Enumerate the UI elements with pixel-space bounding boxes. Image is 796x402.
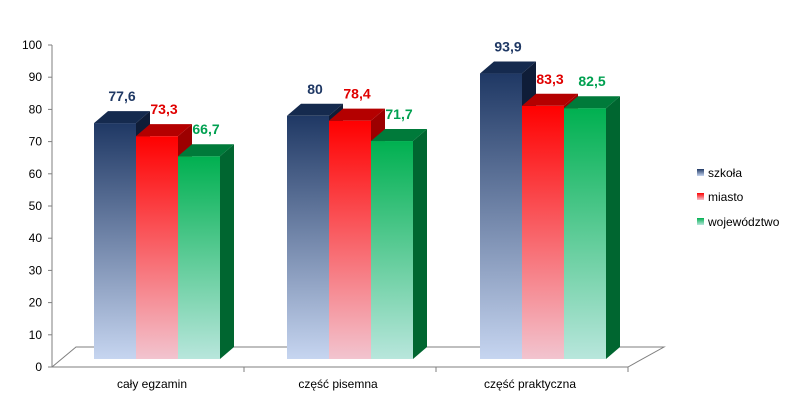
bar-województwo bbox=[564, 96, 620, 359]
data-label: 82,5 bbox=[578, 73, 605, 89]
y-tick-label: 10 bbox=[29, 328, 43, 342]
bar-top-face bbox=[480, 61, 536, 74]
y-tick-label: 30 bbox=[29, 263, 43, 277]
bar-top-face bbox=[564, 96, 620, 109]
bars bbox=[94, 61, 620, 359]
bar-front-face bbox=[178, 156, 220, 359]
y-tick-label: 0 bbox=[35, 360, 42, 374]
bar-top-face bbox=[178, 144, 234, 157]
y-tick-label: 60 bbox=[29, 167, 43, 181]
bar-front-face bbox=[522, 105, 564, 359]
legend: szkoła miasto województwo bbox=[697, 166, 780, 229]
y-tick-label: 100 bbox=[22, 38, 42, 52]
data-label: 78,4 bbox=[343, 86, 370, 102]
legend-swatch-miasto bbox=[697, 193, 704, 200]
x-category-label: część pisemna bbox=[298, 377, 378, 391]
x-category-label: cały egzamin bbox=[117, 377, 187, 391]
y-tick-label: 80 bbox=[29, 102, 43, 116]
bar-województwo bbox=[178, 144, 234, 359]
y-tick-label: 50 bbox=[29, 199, 43, 213]
bar-top-face bbox=[94, 111, 150, 124]
bar-front-face bbox=[287, 115, 329, 359]
bar-top-face bbox=[287, 103, 343, 116]
bar-top-face bbox=[136, 124, 192, 137]
data-label: 71,7 bbox=[385, 106, 412, 122]
data-label: 83,3 bbox=[536, 71, 563, 87]
legend-label-miasto: miasto bbox=[708, 190, 744, 204]
x-axis: cały egzamin część pisemna część praktyczn… bbox=[117, 377, 576, 391]
bar-front-face bbox=[371, 141, 413, 359]
bar-side-face bbox=[606, 96, 620, 359]
y-tick-label: 40 bbox=[29, 231, 43, 245]
data-label: 77,6 bbox=[108, 88, 135, 104]
legend-swatch-województwo bbox=[697, 218, 704, 225]
x-category-label: część praktyczna bbox=[484, 377, 576, 391]
bar-front-face bbox=[480, 73, 522, 359]
bar-front-face bbox=[94, 123, 136, 359]
bar-województwo bbox=[371, 129, 427, 359]
bar-side-face bbox=[413, 129, 427, 359]
bar-top-face bbox=[371, 129, 427, 142]
data-label: 80 bbox=[307, 81, 323, 97]
bar-side-face bbox=[220, 144, 234, 359]
bar-front-face bbox=[329, 120, 371, 359]
bar-front-face bbox=[564, 108, 606, 359]
data-label: 93,9 bbox=[494, 39, 521, 55]
y-tick-label: 70 bbox=[29, 135, 43, 149]
y-tick-label: 20 bbox=[29, 296, 43, 310]
bar-top-face bbox=[329, 108, 385, 121]
data-label: 73,3 bbox=[150, 101, 177, 117]
data-label: 66,7 bbox=[192, 121, 219, 137]
data-labels: 77,6 73,3 66,7 80 78,4 71,7 93,9 83,3 82,5 bbox=[108, 39, 605, 138]
y-tick-label: 90 bbox=[29, 70, 43, 84]
bar-front-face bbox=[136, 136, 178, 359]
legend-label-szkoła: szkoła bbox=[708, 166, 742, 180]
bar-top-face bbox=[522, 93, 578, 106]
legend-label-województwo: województwo bbox=[707, 215, 780, 229]
y-axis: 0 10 20 30 40 50 60 70 80 90 100 bbox=[22, 38, 629, 374]
legend-swatch-szkoła bbox=[697, 169, 704, 176]
